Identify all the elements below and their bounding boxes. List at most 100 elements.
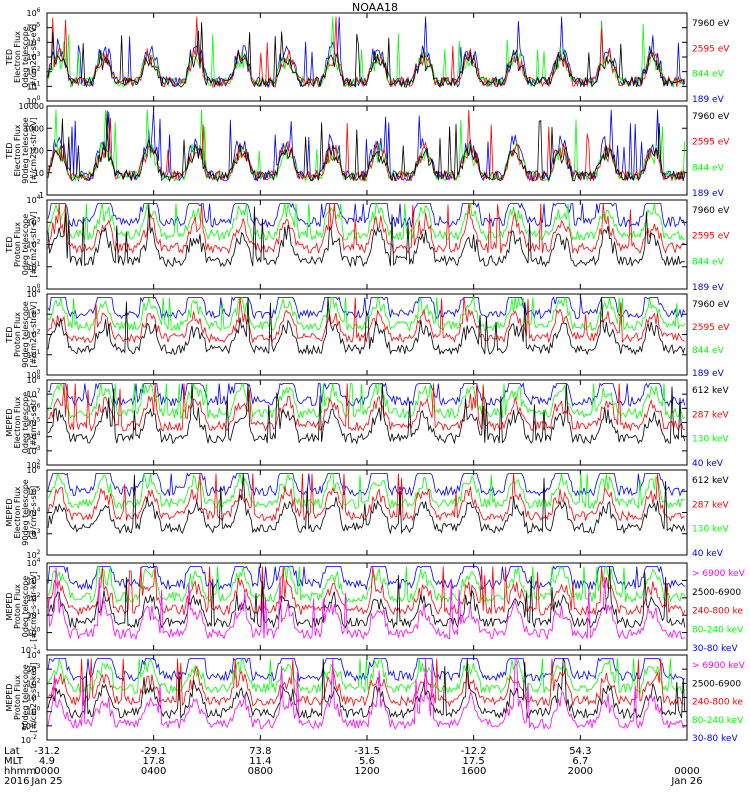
x-axis-mlt: 17.8 xyxy=(142,756,165,767)
y-tick-label: 103 xyxy=(26,528,40,539)
legend-green: 80-240 keV xyxy=(692,625,744,635)
series-black xyxy=(47,203,685,268)
series-green xyxy=(47,296,686,332)
legend-magenta: > 6900 keV xyxy=(692,661,746,671)
y-axis-label: [#/cm2-s-str-keV] xyxy=(29,571,38,642)
y-tick-label: 107 xyxy=(26,388,40,399)
y-tick-label: 104 xyxy=(26,557,40,568)
y-axis-label: 90deg telescope xyxy=(21,301,30,368)
legend-red: 287 keV xyxy=(692,410,729,420)
y-axis-label: MEPED xyxy=(5,499,14,527)
y-tick-label: 103 xyxy=(26,663,40,674)
y-tick-label: 101 xyxy=(26,609,40,620)
y-tick-label: 100 xyxy=(26,95,40,106)
y-axis-label: [#/cm2-s-str-keV] xyxy=(29,662,38,733)
x-axis-hhmm: 0800 xyxy=(247,766,274,777)
legend-green: 80-240 keV xyxy=(692,716,744,726)
legend-red: 240-800 ke xyxy=(692,698,743,708)
x-axis-lat: 73.8 xyxy=(249,746,272,757)
legend-blue: 30-80 keV xyxy=(692,734,738,744)
panel-frame xyxy=(46,293,688,376)
y-tick-label: 10-1 xyxy=(21,644,37,655)
x-axis-row-label: hhmm xyxy=(4,766,37,777)
x-axis-date: Jan 26 xyxy=(671,776,703,787)
y-tick-label: 102 xyxy=(26,239,40,250)
y-tick-label: 100 xyxy=(26,706,40,717)
y-tick-label: 106 xyxy=(26,464,40,475)
legend-blue: 189 eV xyxy=(692,369,725,379)
y-axis-label: [#/cm2-s-str] xyxy=(29,396,38,449)
series-green xyxy=(47,472,686,510)
panel-7: 10-1 100 101 102 103 104 MEPED Proton Flux 0deg … xyxy=(5,557,746,655)
series-black xyxy=(47,110,686,183)
series-black xyxy=(47,22,686,88)
panel-8: 10-2 10-1 100 101 102 103 104 MEPED Proton Flux 9… xyxy=(5,649,746,745)
series-blue xyxy=(47,472,685,498)
x-axis-hhmm: 1600 xyxy=(460,766,487,777)
legend-red: 2595 eV xyxy=(692,232,730,242)
y-tick-label: 104 xyxy=(26,36,40,47)
legend-green: 844 eV xyxy=(692,163,725,173)
panel-frame xyxy=(46,12,688,102)
series-green xyxy=(47,109,686,183)
panel-frame xyxy=(46,379,688,466)
legend-blue: 30-80 keV xyxy=(692,644,738,654)
series-red xyxy=(47,16,686,89)
y-tick-label: 101 xyxy=(26,80,40,91)
legend-green: 844 eV xyxy=(692,257,725,267)
y-tick-label: 104 xyxy=(26,431,40,442)
y-tick-label: 102 xyxy=(26,677,40,688)
x-axis-lat: -31.5 xyxy=(354,746,380,757)
x-axis-date: Jan 25 xyxy=(31,776,63,787)
y-axis-label: Electron Flux xyxy=(13,396,22,448)
y-tick-label: 10000 xyxy=(19,102,44,111)
y-axis-label: [#/cm2-s-str] xyxy=(29,486,38,539)
x-axis-hhmm: 0000 xyxy=(674,766,700,777)
y-axis-label: Electron Flux xyxy=(13,31,22,83)
y-axis-label: [#/cm2-s-str-eV] xyxy=(29,117,38,183)
y-axis-label: 0deg telescope xyxy=(21,576,30,637)
legend-red: 2595 eV xyxy=(692,138,730,148)
series-black xyxy=(47,383,686,445)
panel-4: 100 101 102 103 104 TED Proton Flux 90deg teles… xyxy=(5,288,730,380)
series-red xyxy=(47,383,685,432)
x-axis-lat: -29.1 xyxy=(140,746,167,757)
series-red xyxy=(47,658,685,708)
legend-blue: 189 eV xyxy=(692,189,725,199)
series-green xyxy=(47,565,686,604)
legend-black: 7960 eV xyxy=(692,300,730,310)
panel-1: 100 101 102 103 104 105 106 TED Electron Flux 0de… xyxy=(5,7,730,106)
y-tick-label: 103 xyxy=(26,445,40,456)
x-axis-hhmm: 0000 xyxy=(34,766,60,777)
x-axis-mlt: 11.4 xyxy=(249,756,272,767)
legend-red: 2595 eV xyxy=(692,323,730,333)
legend-green: 130 keV xyxy=(692,525,729,535)
panel-6: 102 103 104 105 106 MEPED Electron Flux 90deg t… xyxy=(5,464,729,560)
y-tick-label: 104 xyxy=(26,649,40,660)
legend-black: 612 keV xyxy=(692,386,729,396)
y-axis-label: 0deg telescope xyxy=(21,214,30,275)
series-red xyxy=(47,297,685,344)
series-green xyxy=(47,16,686,89)
y-tick-label: 102 xyxy=(26,329,40,340)
panel-2: 1 10 100 1000 10000 TED Electron Flux 90deg tel… xyxy=(5,102,730,200)
series-red xyxy=(47,566,686,617)
legend-black: 7960 eV xyxy=(692,112,730,122)
y-tick-label: 100 xyxy=(26,283,40,294)
y-tick-label: 104 xyxy=(26,194,40,205)
x-axis-hhmm: 2000 xyxy=(567,766,594,777)
panel-3: 100 101 102 103 104 TED Proton Flux 0deg telesc… xyxy=(5,194,730,294)
y-axis-label: 0deg telescope xyxy=(21,26,30,87)
y-tick-label: 102 xyxy=(26,549,40,560)
y-tick-label: 103 xyxy=(26,574,40,585)
y-tick-label: 101 xyxy=(26,349,40,360)
figure-title: NOAA18 xyxy=(351,1,399,14)
y-axis-label: MEPED xyxy=(5,593,14,621)
x-axis-mlt: 17.5 xyxy=(462,756,485,767)
series-blue xyxy=(47,109,686,183)
x-axis-hhmm: 1200 xyxy=(354,766,380,777)
y-axis-label: TED xyxy=(5,326,14,343)
series-magenta xyxy=(47,567,686,641)
y-axis-label: Electron Flux xyxy=(13,124,22,176)
y-tick-label: 10-2 xyxy=(21,734,37,745)
